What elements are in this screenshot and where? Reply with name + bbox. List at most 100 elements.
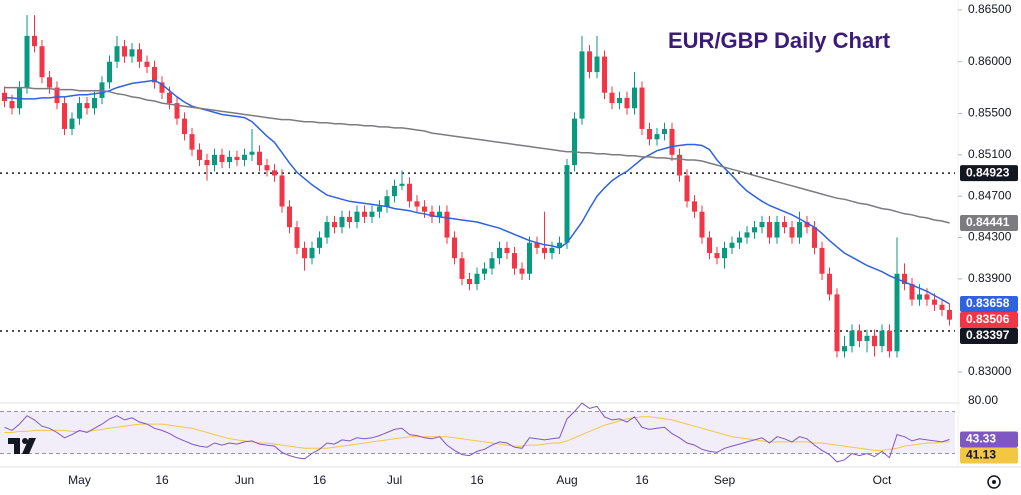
x-tick-label: 16 — [155, 473, 169, 487]
rsi-tick-label: 80.00 — [968, 393, 998, 407]
candle-body — [467, 278, 472, 285]
candle-body — [444, 211, 450, 238]
candle-body — [9, 101, 15, 109]
candle-body — [549, 247, 555, 254]
moving-average — [4, 79, 950, 305]
moving-average — [4, 86, 950, 224]
x-tick-label: Jul — [387, 473, 402, 487]
candle-body — [399, 183, 405, 186]
candle-body — [647, 128, 652, 140]
ma-slow-label-box — [960, 214, 1018, 231]
candle-body — [272, 170, 277, 176]
candle-body — [782, 222, 787, 228]
candle-body — [834, 294, 840, 352]
candle-body — [819, 247, 825, 274]
y-tick-label: 0.86500 — [968, 2, 1012, 16]
candle-body — [602, 56, 607, 93]
ma-fast-label-box — [960, 295, 1018, 312]
candle-body — [857, 330, 862, 341]
candle-body — [804, 222, 810, 228]
x-tick-label: Jun — [235, 473, 254, 487]
candle-body — [699, 211, 705, 238]
candle-body — [392, 185, 397, 197]
candle-body — [894, 273, 900, 352]
rsi-ma-label: 41.13 — [966, 448, 996, 462]
candle-body — [789, 227, 795, 238]
candle-body — [302, 247, 307, 259]
plot-area — [0, 15, 955, 463]
candle-body — [572, 118, 577, 166]
candle-body — [257, 151, 262, 166]
candle-body — [729, 242, 735, 248]
candle-body — [39, 46, 45, 78]
candle-body — [47, 77, 52, 88]
candle-body — [827, 273, 832, 295]
settings-icon[interactable] — [987, 475, 1001, 489]
candle-body — [797, 222, 802, 238]
candle-body — [774, 222, 780, 238]
candle-body — [662, 128, 667, 135]
candle-body — [347, 216, 352, 223]
candle-body — [212, 154, 217, 166]
candle-body — [144, 61, 150, 67]
x-tick-label: Sep — [714, 473, 736, 487]
y-tick-label: 0.84700 — [968, 188, 1012, 202]
candle-body — [287, 206, 292, 228]
candle-body — [249, 151, 255, 155]
candle-body — [624, 97, 630, 109]
candle-body — [137, 49, 142, 62]
candle-body — [722, 247, 727, 259]
candle-body — [174, 103, 180, 119]
candle-body — [369, 211, 375, 217]
candle-body — [234, 156, 240, 160]
candle-body — [459, 258, 465, 279]
candle-body — [534, 242, 540, 248]
candle-body — [609, 92, 615, 104]
candle-body — [579, 51, 585, 119]
candle-body — [182, 118, 187, 135]
candle-body — [842, 346, 847, 352]
axes: 0.86500 0.86000 0.85500 0.85100 0.84700 0.843… — [68, 2, 1018, 487]
candle-body — [437, 211, 442, 217]
candle-body — [917, 294, 922, 300]
candle-body — [167, 92, 172, 104]
candle-body — [152, 66, 157, 83]
candle-body — [54, 87, 60, 104]
candle-body — [677, 154, 682, 176]
candle-body — [587, 51, 592, 73]
candle-body — [767, 222, 772, 238]
candle-body — [339, 216, 345, 228]
ma-fast-label: 0.83658 — [966, 296, 1010, 310]
candle-body — [197, 149, 202, 160]
candle-body — [947, 309, 952, 320]
candle-body — [504, 247, 510, 254]
candle-body — [564, 165, 570, 243]
candle-body — [617, 97, 622, 104]
candle-body — [932, 299, 937, 305]
level-label-box — [960, 165, 1018, 182]
candle-body — [654, 134, 660, 140]
candle-body — [114, 46, 120, 62]
y-tick-label: 0.84300 — [968, 230, 1012, 244]
candle-body — [84, 103, 90, 109]
candle-body — [294, 227, 300, 248]
candle-body — [422, 206, 427, 212]
rsi-label: 43.33 — [966, 432, 996, 446]
y-tick-label: 0.83900 — [968, 271, 1012, 285]
candle-body — [497, 247, 502, 259]
candle-body — [17, 87, 22, 109]
candle-body — [332, 222, 337, 228]
candle-body — [512, 253, 517, 269]
candle-body — [684, 175, 690, 202]
candle-body — [812, 227, 817, 248]
candle-body — [309, 247, 315, 259]
candle-body — [227, 156, 232, 163]
rsi-line — [4, 402, 950, 463]
candle-body — [452, 237, 457, 259]
candle-body — [737, 237, 742, 243]
candle-body — [752, 227, 757, 233]
candle-body — [482, 268, 487, 274]
last-price-label: 0.83506 — [966, 312, 1010, 326]
chart-title: EUR/GBP Daily Chart — [668, 28, 891, 53]
